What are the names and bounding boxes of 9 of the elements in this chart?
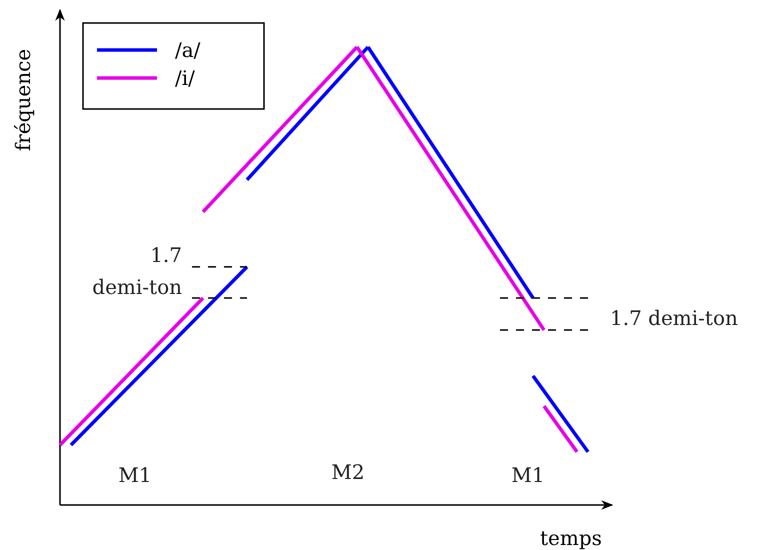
annotation: M2 (331, 460, 365, 484)
annotation: M1 (118, 463, 152, 487)
legend-label: /i/ (175, 66, 196, 90)
y-axis-title: fréquence (11, 48, 35, 152)
annotation: 1.7 demi-ton (92, 243, 182, 299)
x-axis-title: temps (540, 526, 602, 550)
legend-label: /a/ (175, 38, 201, 62)
annotation: M1 (511, 463, 545, 487)
annotation: 1.7 demi-ton (610, 306, 738, 330)
